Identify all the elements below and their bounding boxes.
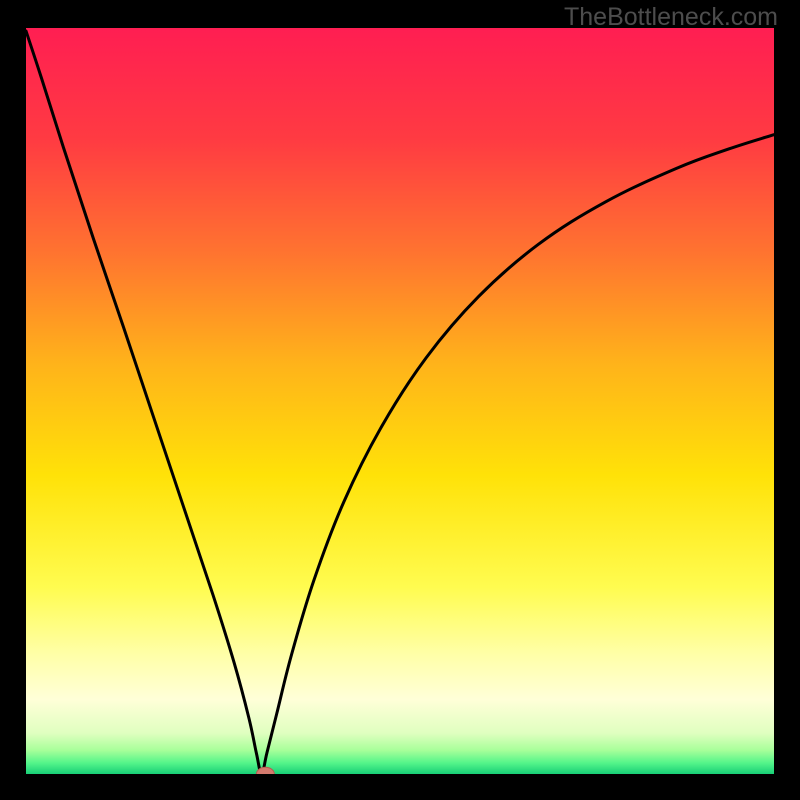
watermark-label: TheBottleneck.com — [564, 3, 778, 32]
chart-frame: TheBottleneck.com — [0, 0, 800, 800]
plot-area — [26, 28, 774, 774]
bottleneck-curve — [26, 28, 774, 774]
